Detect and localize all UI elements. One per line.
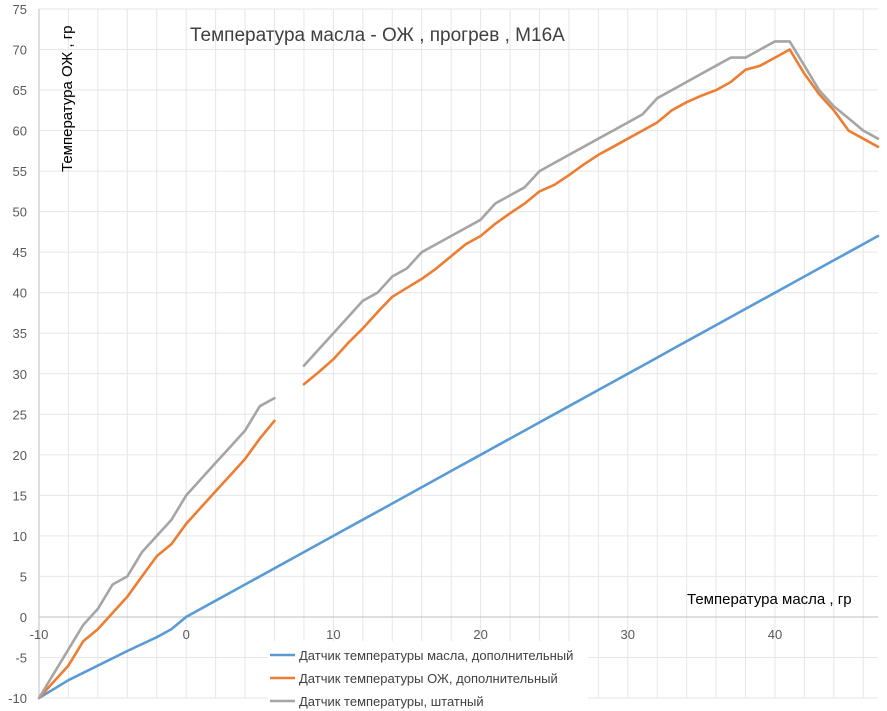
series-layer — [37, 40, 880, 700]
legend-entry: Датчик температуры, штатный — [299, 694, 484, 709]
y-tick-label: 25 — [13, 407, 27, 422]
y-tick-label: 70 — [13, 43, 27, 58]
x-tick-label: -10 — [30, 627, 49, 642]
y-tick-label: 5 — [20, 569, 27, 584]
chart-title: Температура масла - ОЖ , прогрев , М16А — [190, 25, 565, 46]
legend-background — [268, 641, 588, 711]
x-tick-label: 40 — [768, 627, 782, 642]
legend: Датчик температуры масла, дополнительный… — [270, 648, 573, 709]
y-tick-label: 35 — [13, 326, 27, 341]
y-tick-label: -10 — [8, 691, 27, 706]
x-tick-labels: -10 0 10 20 30 40 — [30, 627, 783, 642]
y-tick-label: 30 — [13, 367, 27, 382]
series-line-segment — [37, 419, 276, 700]
series-line-segment — [302, 40, 880, 367]
x-tick-label: 0 — [183, 627, 190, 642]
legend-entry: Датчик температуры ОЖ, дополнительный — [299, 671, 558, 686]
series-line-segment — [302, 48, 880, 386]
y-tick-label: 55 — [13, 164, 27, 179]
series-line — [37, 40, 880, 700]
x-axis-label: Температура масла , гр — [687, 591, 852, 608]
series-line — [37, 234, 880, 700]
y-tick-label: 20 — [13, 448, 27, 463]
y-tick-label: 10 — [13, 529, 27, 544]
grid — [38, 8, 878, 699]
y-tick-label: 65 — [13, 83, 27, 98]
y-tick-label: 45 — [13, 245, 27, 260]
x-tick-label: 20 — [473, 627, 487, 642]
x-tick-label: 10 — [326, 627, 340, 642]
x-tick-label: 30 — [621, 627, 635, 642]
y-tick-label: 0 — [20, 610, 27, 625]
y-tick-label: 40 — [13, 286, 27, 301]
y-tick-label: 60 — [13, 124, 27, 139]
series-line — [37, 48, 880, 700]
y-tick-label: 50 — [13, 205, 27, 220]
axes — [38, 9, 878, 698]
y-tick-label: 75 — [13, 2, 27, 17]
legend-entry: Датчик температуры масла, дополнительный — [299, 648, 573, 663]
y-axis-label: Температура ОЖ , гр — [59, 25, 76, 172]
series-line-segment — [37, 396, 276, 700]
y-tick-label: -5 — [15, 650, 27, 665]
y-tick-label: 15 — [13, 488, 27, 503]
series-line-segment — [37, 234, 880, 700]
